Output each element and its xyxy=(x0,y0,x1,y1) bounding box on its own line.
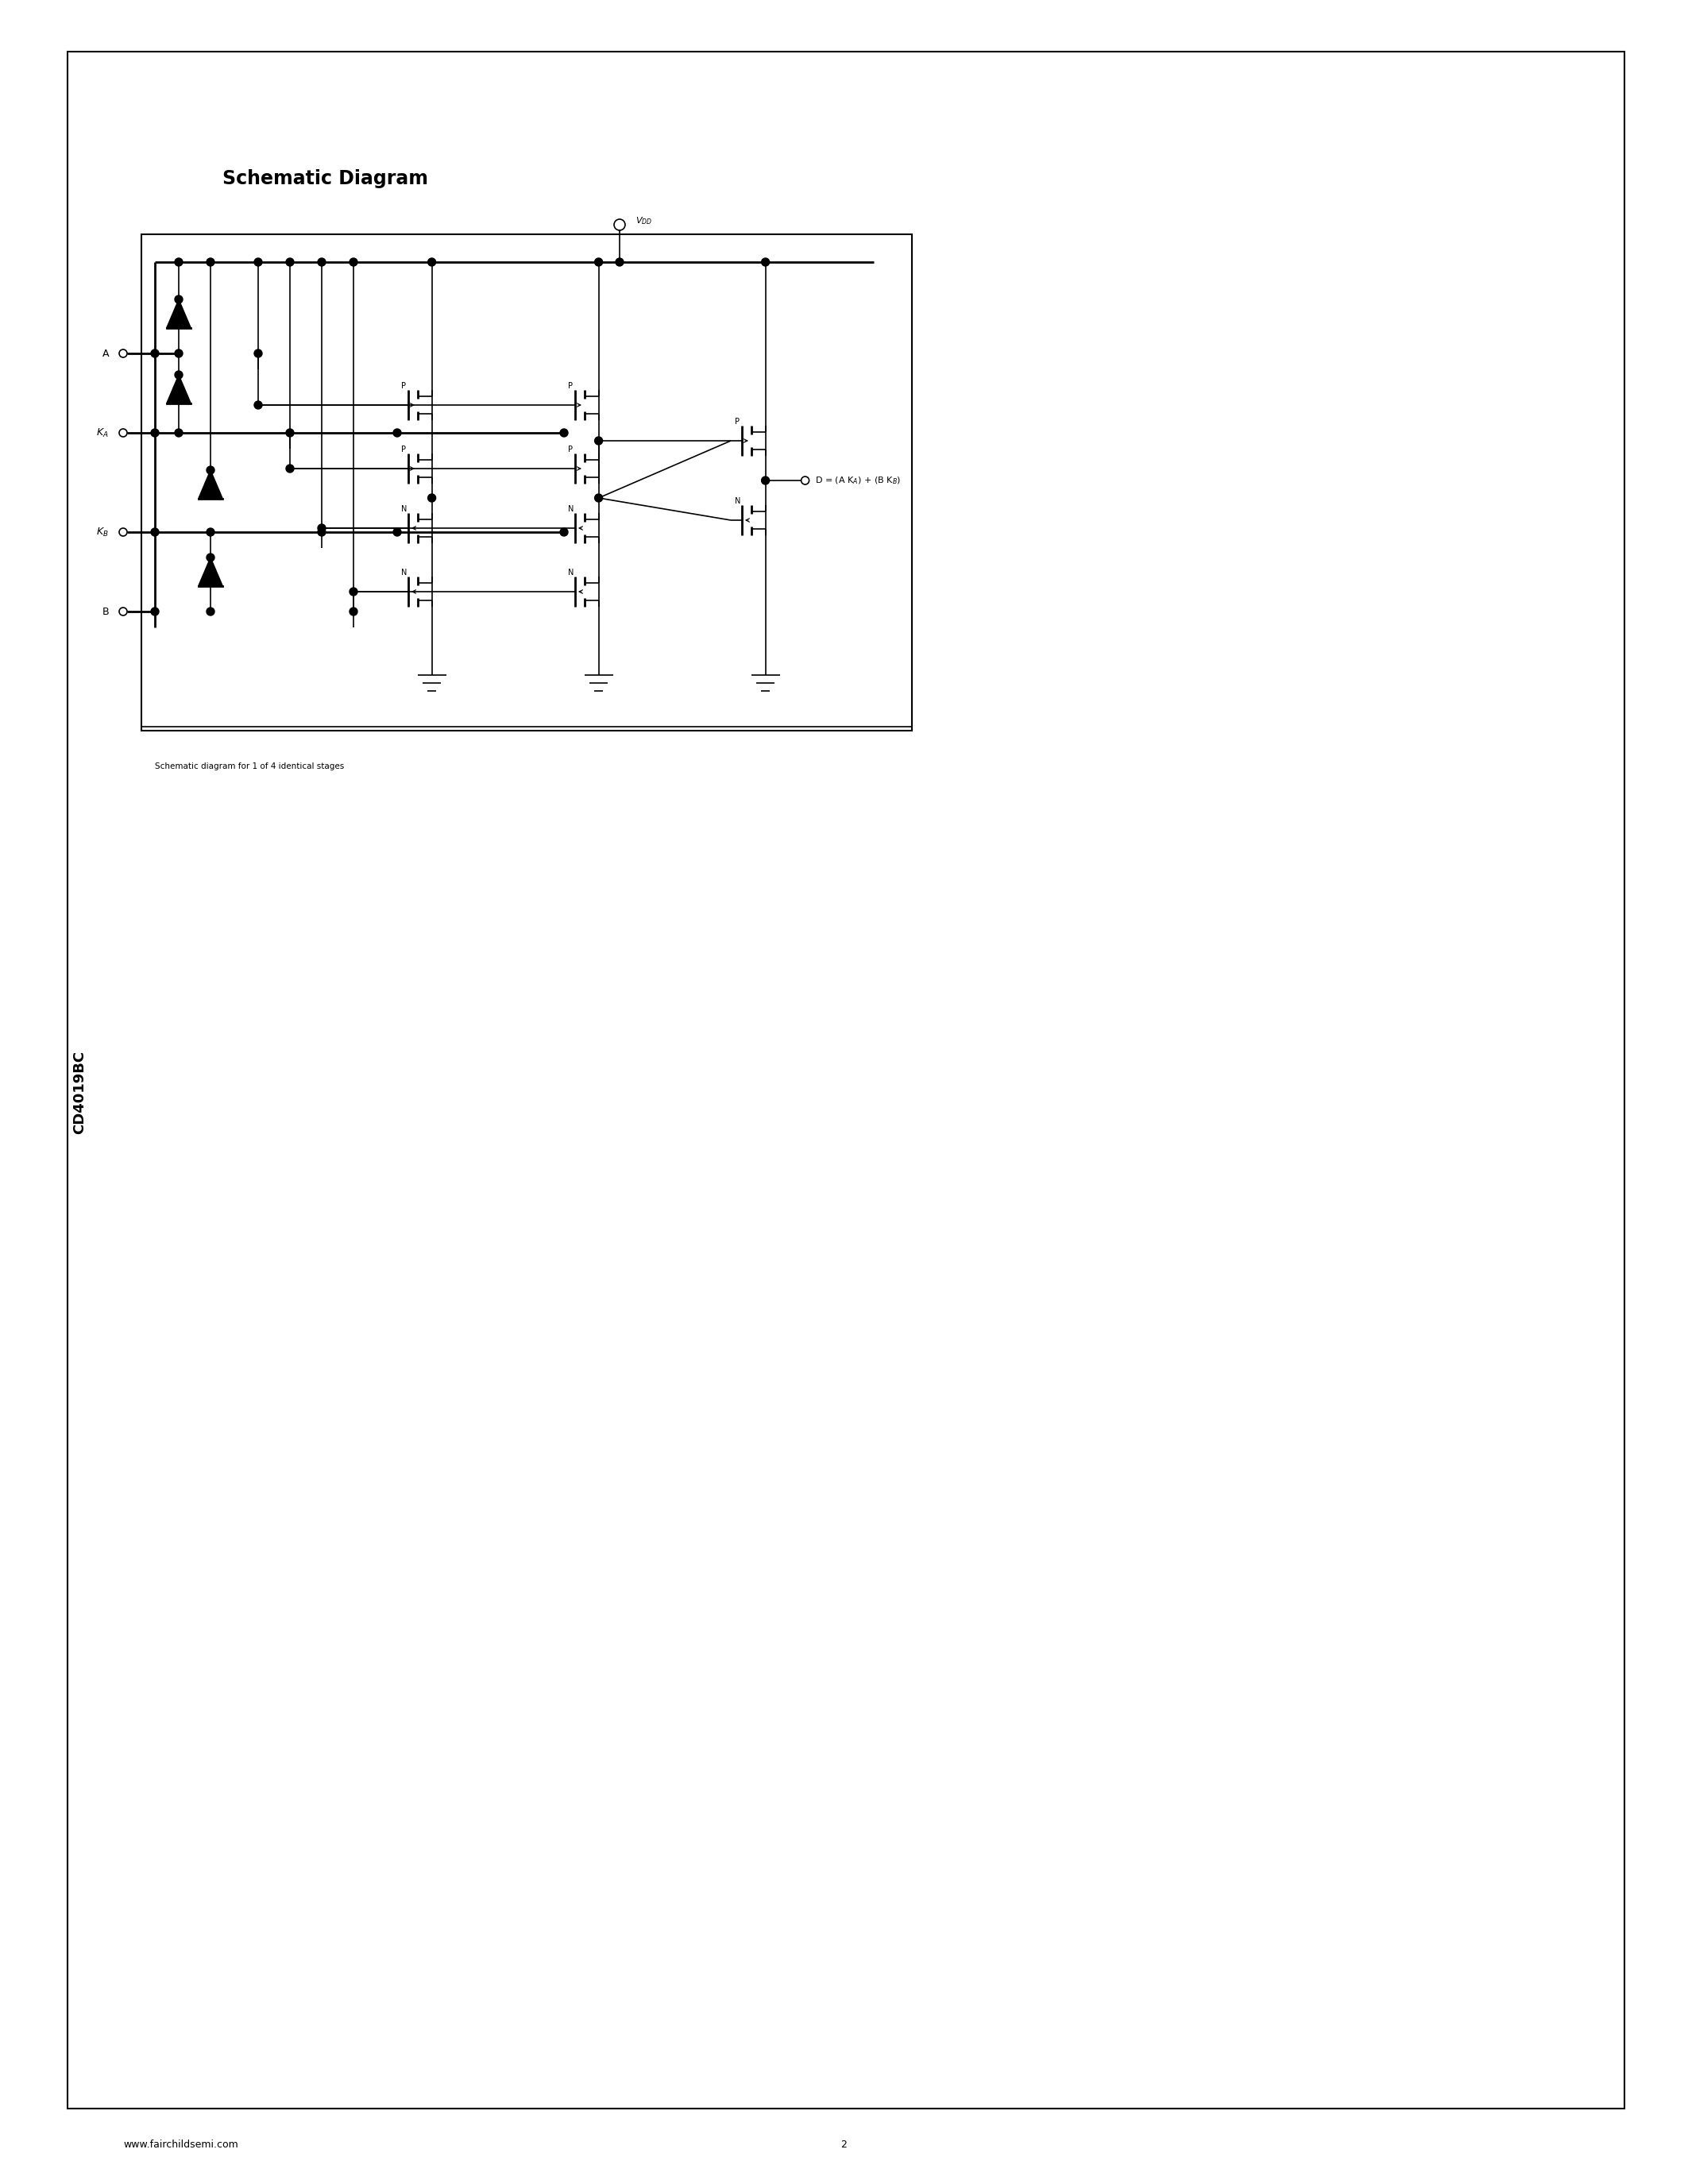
Circle shape xyxy=(317,258,326,266)
Polygon shape xyxy=(167,376,191,404)
Circle shape xyxy=(761,258,770,266)
Circle shape xyxy=(560,529,567,535)
Text: 2: 2 xyxy=(841,2138,847,2149)
Text: $K_B$: $K_B$ xyxy=(96,526,108,537)
Circle shape xyxy=(594,258,603,266)
Text: Schematic diagram for 1 of 4 identical stages: Schematic diagram for 1 of 4 identical s… xyxy=(155,762,344,771)
Circle shape xyxy=(206,607,214,616)
Text: N: N xyxy=(567,505,574,513)
Circle shape xyxy=(150,529,159,535)
Circle shape xyxy=(150,428,159,437)
Circle shape xyxy=(176,428,182,437)
Text: N: N xyxy=(402,568,407,577)
Polygon shape xyxy=(167,299,191,328)
Circle shape xyxy=(206,529,214,535)
Circle shape xyxy=(560,428,567,437)
Text: P: P xyxy=(402,382,407,389)
Circle shape xyxy=(427,258,436,266)
FancyBboxPatch shape xyxy=(68,52,1624,2108)
Text: www.fairchildsemi.com: www.fairchildsemi.com xyxy=(123,2138,238,2149)
Circle shape xyxy=(317,524,326,533)
Text: $V_{DD}$: $V_{DD}$ xyxy=(635,216,652,227)
Circle shape xyxy=(427,494,436,502)
Text: P: P xyxy=(569,446,572,454)
Circle shape xyxy=(349,607,358,616)
Text: P: P xyxy=(569,382,572,389)
Circle shape xyxy=(594,494,603,502)
Text: D = (A K$_A$) + (B K$_B$): D = (A K$_A$) + (B K$_B$) xyxy=(815,476,901,485)
Circle shape xyxy=(176,258,182,266)
Circle shape xyxy=(393,529,402,535)
Circle shape xyxy=(616,258,623,266)
Circle shape xyxy=(349,587,358,596)
Text: N: N xyxy=(567,568,574,577)
Circle shape xyxy=(150,349,159,358)
Circle shape xyxy=(255,349,262,358)
Circle shape xyxy=(317,529,326,535)
Polygon shape xyxy=(199,557,223,585)
Circle shape xyxy=(285,428,294,437)
Circle shape xyxy=(285,258,294,266)
Circle shape xyxy=(150,607,159,616)
Circle shape xyxy=(176,295,182,304)
Circle shape xyxy=(255,258,262,266)
Circle shape xyxy=(176,371,182,378)
Text: A: A xyxy=(101,347,108,358)
Text: P: P xyxy=(402,446,407,454)
Circle shape xyxy=(206,258,214,266)
Text: N: N xyxy=(402,505,407,513)
Circle shape xyxy=(255,402,262,408)
Text: P: P xyxy=(734,417,739,426)
Circle shape xyxy=(206,553,214,561)
Circle shape xyxy=(393,428,402,437)
Circle shape xyxy=(594,437,603,446)
Text: N: N xyxy=(734,498,741,505)
Circle shape xyxy=(285,465,294,472)
Text: B: B xyxy=(101,607,108,616)
Text: Schematic Diagram: Schematic Diagram xyxy=(223,168,429,188)
Text: $K_A$: $K_A$ xyxy=(96,426,108,439)
Polygon shape xyxy=(199,470,223,498)
Circle shape xyxy=(761,476,770,485)
Circle shape xyxy=(349,258,358,266)
Circle shape xyxy=(206,465,214,474)
Text: CD4019BC: CD4019BC xyxy=(73,1051,86,1133)
Circle shape xyxy=(176,349,182,358)
